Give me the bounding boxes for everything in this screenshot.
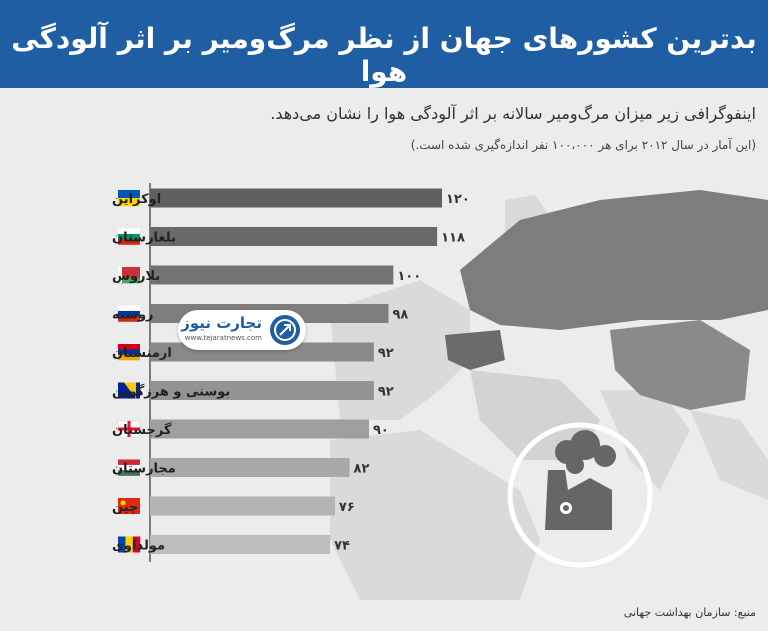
map-southeast-asia [690, 410, 768, 500]
flag-russia-icon [118, 305, 140, 322]
tejaratnews-logo-icon [270, 315, 300, 345]
category-label-9: چین [112, 500, 138, 515]
map-middle-east [470, 370, 600, 460]
flag-belarus-icon [118, 267, 140, 284]
value-label-5: ۹۲ [378, 346, 394, 361]
logo-url: www.tejaratnews.com [184, 334, 262, 342]
flag-moldova-icon [118, 536, 141, 553]
tejaratnews-logo: تجارت نیوز www.tejaratnews.com [178, 310, 306, 350]
data-note: (این آمار در سال ۲۰۱۲ برای هر ۱۰۰،۰۰۰ نف… [410, 138, 756, 152]
value-label-8: ۸۲ [354, 462, 370, 477]
category-label-6: بوسنی و هرزگوین [112, 384, 230, 400]
flag-ukraine-icon [118, 190, 140, 207]
header-banner: بدترین کشورهای جهان از نظر مرگ‌ومیر بر ا… [0, 0, 768, 88]
category-label-5: ارمنستان [112, 346, 172, 361]
factory-pollution-icon [507, 422, 653, 568]
bar-3 [150, 265, 394, 285]
subtitle: اینفوگرافی زیر میزان مرگ‌ومیر سالانه بر … [270, 104, 756, 123]
category-label-3: بلاروس [112, 269, 160, 284]
bar-10 [150, 535, 331, 554]
bar-6 [150, 381, 374, 400]
flag-china-icon [118, 498, 140, 514]
source-note: منبع: سازمان بهداشت جهانی [623, 606, 756, 619]
value-label-9: ۷۶ [339, 500, 355, 515]
category-label-2: بلغارستان [112, 231, 176, 246]
flag-bulgaria-icon [118, 228, 140, 245]
category-label-7: گرجستان [112, 422, 172, 438]
value-label-7: ۹۰ [373, 423, 389, 438]
value-label-10: ۷۴ [334, 539, 350, 554]
bar-1 [150, 188, 442, 208]
value-label-3: ۱۰۰ [397, 269, 421, 284]
flag-bosnia-herzegovina-icon [118, 382, 140, 399]
flag-armenia-icon [118, 344, 140, 361]
map-india [600, 390, 690, 490]
bar-7 [150, 419, 369, 439]
value-label-1: ۱۲۰ [446, 192, 470, 207]
category-label-1: اوکراین [112, 192, 161, 207]
map-russia [460, 190, 768, 330]
category-label-10: مولداوی [112, 539, 165, 554]
bar-2 [150, 227, 438, 246]
category-label-4: روسیه [112, 308, 154, 323]
flag-georgia-icon [117, 420, 141, 438]
map-africa [330, 430, 540, 600]
value-label-4: ۹۸ [392, 308, 408, 323]
bar-9 [150, 496, 335, 516]
map-china [610, 320, 750, 410]
page-title: بدترین کشورهای جهان از نظر مرگ‌ومیر بر ا… [11, 22, 757, 88]
flag-hungary-icon [118, 459, 140, 476]
value-label-6: ۹۲ [378, 385, 394, 400]
category-label-8: مجارستان [112, 462, 176, 477]
value-label-2: ۱۱۸ [441, 231, 465, 246]
map-ukraine-belarus [445, 330, 505, 370]
bar-8 [150, 458, 350, 477]
logo-name: تجارت نیوز [181, 314, 262, 332]
